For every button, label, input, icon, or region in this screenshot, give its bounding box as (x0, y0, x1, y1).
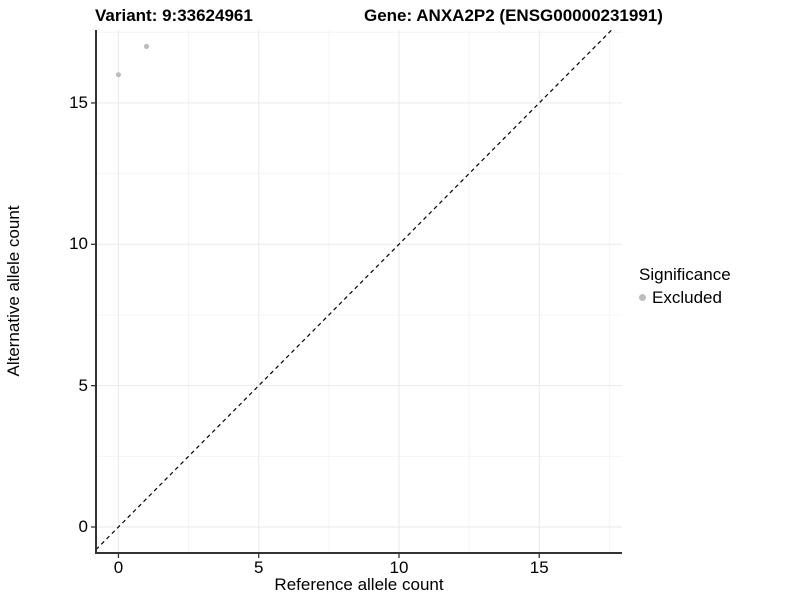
variant-title: Variant: 9:33624961 (95, 6, 253, 25)
y-tick-label: 10 (69, 234, 88, 254)
y-tick-label: 5 (78, 375, 88, 395)
legend-item-label: Excluded (652, 288, 722, 307)
y-axis-title: Alternative allele count (4, 205, 23, 377)
legend: Significance Excluded (639, 265, 731, 307)
legend-title: Significance (639, 265, 731, 284)
y-tick-label: 15 (69, 92, 88, 112)
legend-items: Excluded (639, 288, 731, 307)
legend-point-icon (639, 294, 646, 301)
data-point (115, 72, 122, 78)
legend-item: Excluded (639, 288, 731, 307)
y-tick-label: 0 (78, 516, 88, 536)
identity-reference-line (95, 29, 613, 551)
x-tick-label: 0 (113, 558, 124, 577)
x-tick-label: 15 (529, 558, 549, 577)
gene-title: Gene: ANXA2P2 (ENSG00000231991) (364, 6, 663, 25)
x-tick-label: 5 (253, 558, 264, 577)
x-axis-title: Reference allele count (274, 575, 444, 594)
x-tick-label: 10 (389, 558, 409, 577)
data-point (143, 43, 150, 49)
